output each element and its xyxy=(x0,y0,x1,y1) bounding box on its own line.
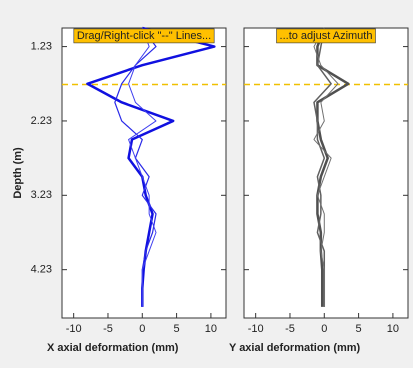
x-tick-label: -5 xyxy=(285,323,295,335)
series-line xyxy=(128,27,157,307)
x-axis-label: Y axial deformation (mm) xyxy=(229,342,361,354)
x-tick-label: 10 xyxy=(387,323,399,335)
annotation: ...to adjust Azimuth xyxy=(280,30,373,42)
series-line xyxy=(114,27,157,307)
x-tick-label: 10 xyxy=(205,323,217,335)
y-axis-label: Depth (m) xyxy=(12,147,24,199)
series-line xyxy=(313,27,339,307)
series-line xyxy=(316,27,350,307)
annotation-box xyxy=(73,28,215,44)
y-tick-label: 4.23 xyxy=(31,264,52,276)
annotation-box xyxy=(276,28,376,44)
x-tick-label: -5 xyxy=(103,323,113,335)
y-tick-label: 3.23 xyxy=(31,189,52,201)
x-tick-label: 5 xyxy=(356,323,362,335)
x-tick-label: 5 xyxy=(174,323,180,335)
x-tick-label: -10 xyxy=(66,323,82,335)
y-tick-label: 1.23 xyxy=(31,40,52,52)
x-tick-label: 0 xyxy=(139,323,145,335)
x-tick-label: 0 xyxy=(321,323,327,335)
series-line xyxy=(86,26,216,307)
x-tick-label: -10 xyxy=(248,323,264,335)
y-tick-label: 2.23 xyxy=(31,115,52,127)
series-line xyxy=(313,27,332,307)
annotation: Drag/Right-click "--" Lines... xyxy=(77,30,211,42)
x-axis-label: X axial deformation (mm) xyxy=(47,342,179,354)
